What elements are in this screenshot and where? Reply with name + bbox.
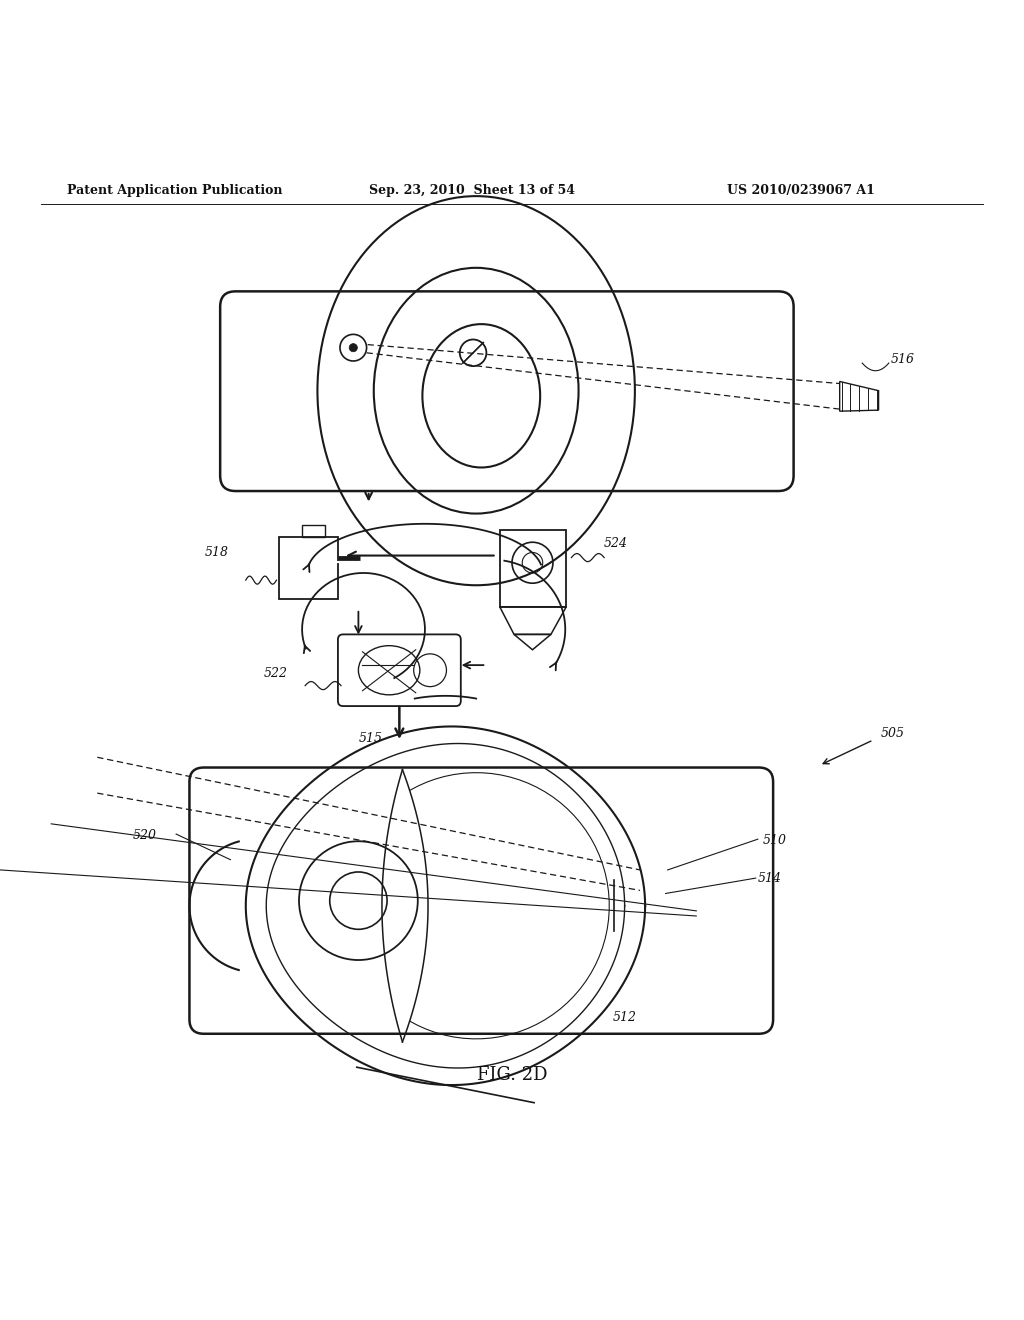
Text: 510: 510 xyxy=(763,834,786,847)
FancyBboxPatch shape xyxy=(287,545,328,590)
Circle shape xyxy=(349,343,357,351)
Text: FIG. 2D: FIG. 2D xyxy=(477,1065,547,1084)
Text: 524: 524 xyxy=(604,537,628,550)
Text: 515: 515 xyxy=(358,731,382,744)
Text: Patent Application Publication: Patent Application Publication xyxy=(67,183,282,197)
Text: 512: 512 xyxy=(612,1011,636,1024)
Text: Sep. 23, 2010  Sheet 13 of 54: Sep. 23, 2010 Sheet 13 of 54 xyxy=(369,183,574,197)
Text: US 2010/0239067 A1: US 2010/0239067 A1 xyxy=(727,183,874,197)
Text: 520: 520 xyxy=(133,829,157,842)
Text: 518: 518 xyxy=(205,545,228,558)
Text: 516: 516 xyxy=(891,352,914,366)
Text: 505: 505 xyxy=(881,727,904,739)
Text: 514: 514 xyxy=(758,873,781,886)
Text: 522: 522 xyxy=(264,668,288,680)
